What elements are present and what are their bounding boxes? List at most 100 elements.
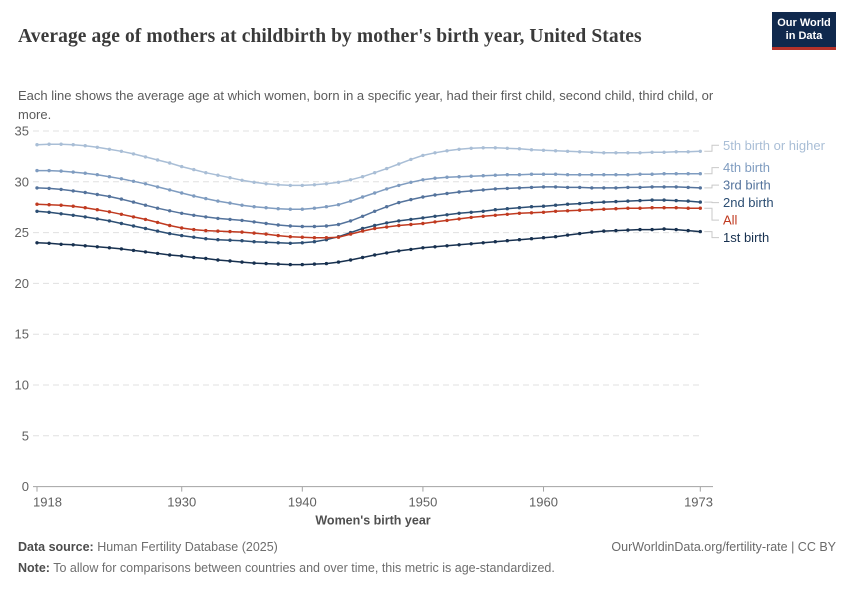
- line-series-all[interactable]: [35, 202, 702, 240]
- data-point: [650, 185, 654, 189]
- data-point: [180, 233, 184, 238]
- data-point: [638, 206, 642, 210]
- data-point: [505, 146, 509, 150]
- data-point: [650, 198, 654, 202]
- data-point: [264, 182, 268, 186]
- line-series-3rd-birth[interactable]: [35, 185, 702, 229]
- citation-link[interactable]: OurWorldinData.org/fertility-rate | CC B…: [611, 540, 836, 554]
- data-point: [300, 183, 304, 188]
- legend-label-4th-birth[interactable]: 4th birth: [723, 160, 770, 175]
- data-point: [143, 250, 148, 254]
- data-point: [252, 261, 256, 265]
- y-tick-label: 30: [15, 174, 29, 189]
- owid-logo[interactable]: Our World in Data: [772, 12, 836, 50]
- data-point: [650, 150, 654, 154]
- data-point: [517, 211, 522, 215]
- data-point: [385, 221, 389, 225]
- data-point: [240, 239, 244, 243]
- legend-label-2nd-birth[interactable]: 2nd birth: [723, 195, 774, 210]
- data-point: [35, 143, 39, 147]
- data-point: [168, 231, 172, 236]
- data-point: [324, 224, 329, 228]
- data-point: [373, 223, 377, 228]
- data-point: [590, 208, 594, 212]
- data-point: [409, 222, 413, 227]
- data-point: [155, 185, 160, 189]
- data-point: [360, 229, 365, 233]
- data-point: [445, 213, 449, 217]
- data-point: [324, 182, 329, 186]
- data-point: [300, 224, 304, 229]
- data-point: [95, 173, 100, 177]
- data-point: [590, 186, 594, 190]
- data-point: [360, 255, 365, 260]
- line-series-1st-birth[interactable]: [35, 227, 702, 267]
- data-point: [143, 155, 148, 159]
- data-point: [83, 144, 87, 148]
- data-point: [662, 185, 666, 189]
- legend-label-5th-birth-or-higher[interactable]: 5th birth or higher: [723, 138, 826, 153]
- data-point: [131, 179, 136, 183]
- data-point: [216, 229, 220, 233]
- data-point: [204, 215, 208, 219]
- data-point: [469, 189, 473, 193]
- data-point: [565, 185, 570, 190]
- data-point: [385, 225, 389, 229]
- data-point: [614, 228, 618, 233]
- data-point: [143, 226, 148, 231]
- data-point: [312, 206, 317, 210]
- legend-label-all[interactable]: All: [723, 213, 738, 228]
- data-point: [493, 187, 497, 191]
- data-point: [168, 188, 172, 192]
- data-point: [107, 246, 112, 250]
- data-point: [288, 262, 292, 267]
- data-point: [565, 233, 570, 237]
- x-axis-title: Women's birth year: [315, 514, 430, 528]
- data-point: [336, 203, 341, 207]
- line-series-5th-birth-or-higher[interactable]: [35, 142, 702, 188]
- legend-connector: [704, 184, 719, 189]
- line-series-4th-birth[interactable]: [35, 168, 702, 211]
- legend-label-1st-birth[interactable]: 1st birth: [723, 230, 769, 245]
- data-point: [83, 215, 87, 219]
- data-point: [698, 172, 702, 176]
- line-series-2nd-birth[interactable]: [35, 198, 702, 245]
- data-point: [373, 209, 377, 213]
- data-point: [481, 174, 485, 178]
- y-tick-label: 5: [22, 428, 29, 443]
- data-point: [288, 241, 292, 245]
- data-point: [228, 176, 232, 180]
- data-point: [119, 149, 124, 153]
- data-point: [228, 201, 232, 205]
- data-point: [276, 241, 280, 245]
- data-point: [35, 202, 39, 206]
- data-point: [493, 240, 497, 244]
- data-point: [565, 173, 570, 177]
- data-point: [336, 260, 341, 264]
- data-point: [83, 190, 87, 195]
- data-point: [602, 151, 606, 155]
- data-point: [481, 146, 485, 150]
- data-point: [360, 214, 365, 218]
- owid-logo-underline: [772, 47, 836, 50]
- data-point: [204, 256, 208, 261]
- data-point: [143, 203, 148, 207]
- owid-logo-line1: Our World: [777, 16, 831, 29]
- data-point: [168, 223, 172, 228]
- data-point: [216, 258, 220, 262]
- data-point: [47, 203, 51, 207]
- data-point: [590, 173, 594, 177]
- data-point: [397, 183, 401, 188]
- data-point: [469, 174, 473, 178]
- legend-connector: [704, 231, 719, 239]
- data-point: [324, 261, 329, 266]
- data-point: [360, 195, 365, 199]
- data-point: [131, 248, 136, 253]
- legend-label-3rd-birth[interactable]: 3rd birth: [723, 178, 771, 193]
- data-point: [457, 217, 461, 221]
- data-point: [481, 209, 485, 213]
- data-point: [626, 173, 630, 177]
- data-point: [107, 210, 112, 214]
- data-point: [638, 227, 642, 232]
- data-point: [95, 145, 100, 149]
